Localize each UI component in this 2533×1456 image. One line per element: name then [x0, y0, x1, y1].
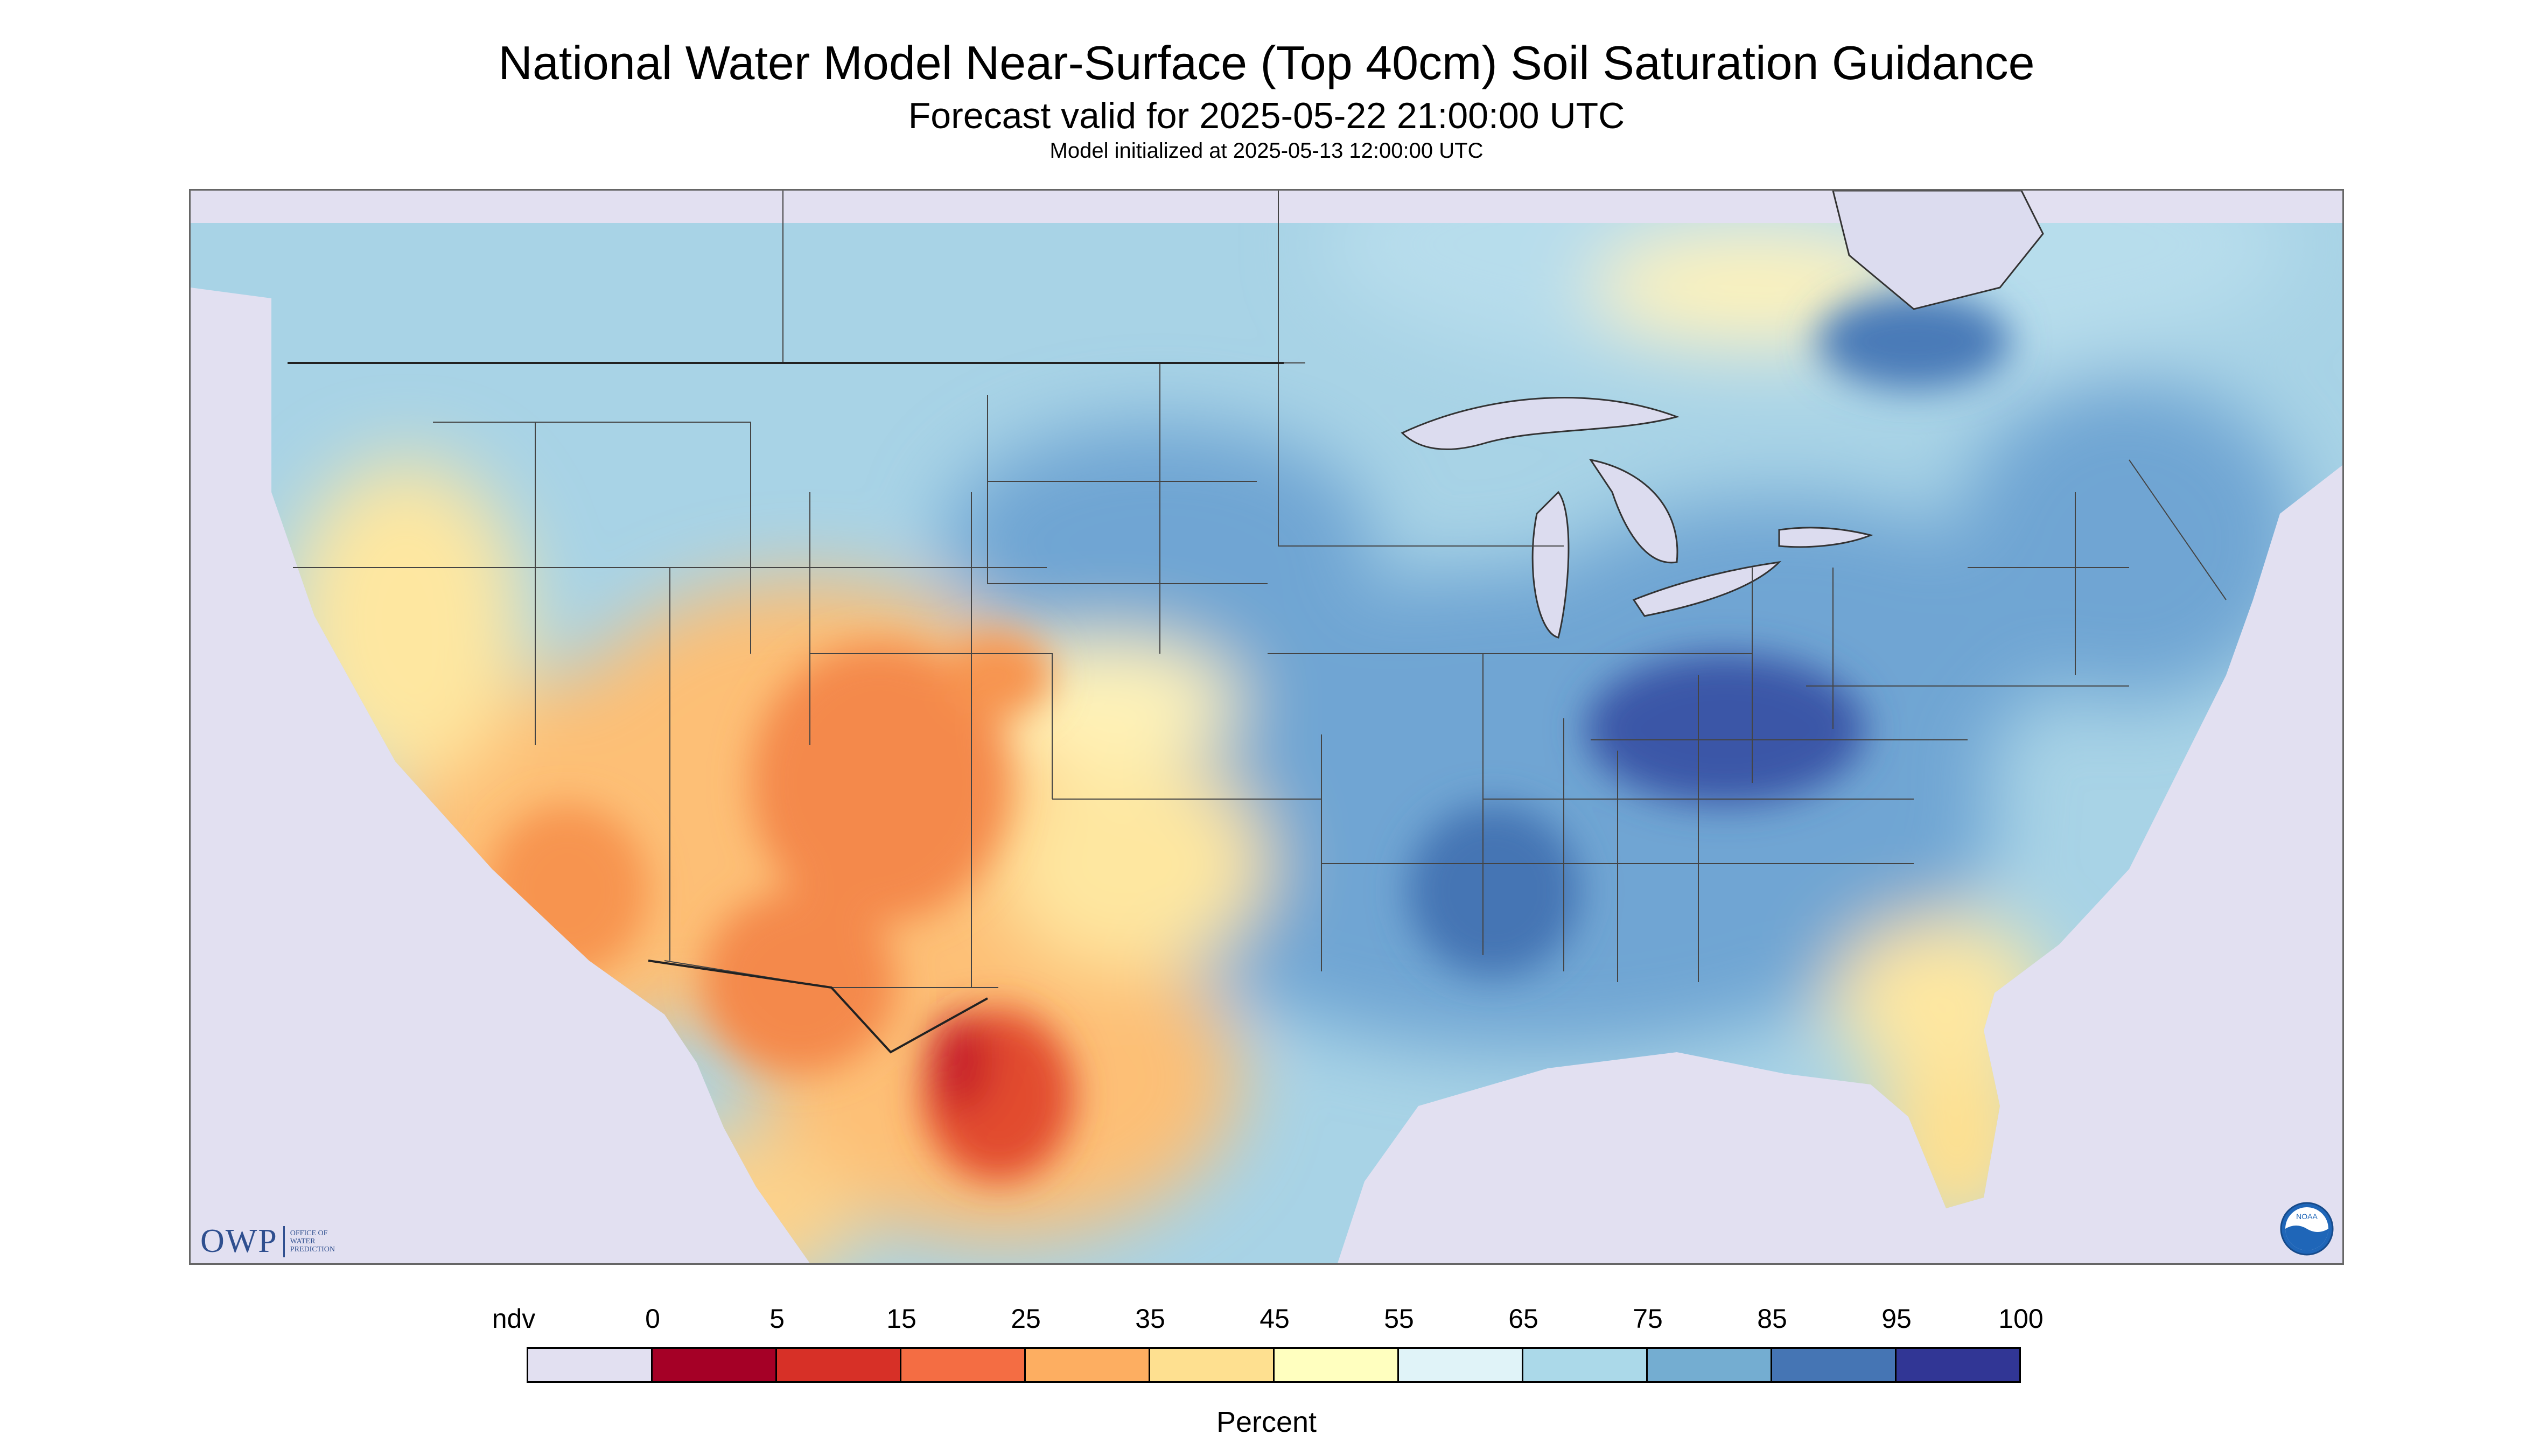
great-lakes — [1401, 191, 2044, 639]
colorbar-tick-label: 15 — [886, 1304, 916, 1334]
map-title: National Water Model Near-Surface (Top 4… — [498, 36, 2035, 89]
colorbar-swatch — [1275, 1349, 1399, 1381]
owp-logo: OWP OFFICE OF WATER PREDICTION — [200, 1223, 335, 1259]
owp-logo-text: OWP — [200, 1223, 278, 1259]
model-init-subtitle: Model initialized at 2025-05-13 12:00:00… — [1049, 139, 1484, 163]
colorbar-tick-label: 35 — [1135, 1304, 1165, 1334]
forecast-valid-subtitle: Forecast valid for 2025-05-22 21:00:00 U… — [908, 95, 1625, 136]
colorbar-swatch — [1026, 1349, 1150, 1381]
country-borders — [288, 362, 1284, 1054]
colorbar-swatch — [1523, 1349, 1648, 1381]
colorbar-tick-label: 65 — [1508, 1304, 1538, 1334]
colorbar-swatch — [1648, 1349, 1772, 1381]
colorbar-swatch — [653, 1349, 777, 1381]
colorbar-tick-label: 0 — [645, 1304, 660, 1334]
colorbar-swatch — [777, 1349, 901, 1381]
colorbar-unit-label: Percent — [1216, 1406, 1317, 1438]
colorbar-tick-label: 75 — [1633, 1304, 1663, 1334]
colorbar-swatch — [528, 1349, 653, 1381]
colorbar-swatch — [1897, 1349, 2019, 1381]
colorbar-tick-label: 100 — [1998, 1304, 2044, 1334]
colorbar-swatch — [1150, 1349, 1275, 1381]
soil-saturation-map — [189, 189, 2344, 1265]
colorbar-swatch — [901, 1349, 1026, 1381]
colorbar-swatch — [1772, 1349, 1897, 1381]
colorbar-tick-label: 55 — [1384, 1304, 1414, 1334]
colorbar-tick-label: 45 — [1259, 1304, 1290, 1334]
colorbar-tick-label: 5 — [769, 1304, 785, 1334]
svg-text:NOAA: NOAA — [2296, 1212, 2318, 1221]
colorbar-tick-label: 25 — [1011, 1304, 1041, 1334]
colorbar — [527, 1347, 2021, 1383]
noaa-logo: NOAA — [2280, 1202, 2334, 1258]
colorbar-tick-label: 95 — [1881, 1304, 1912, 1334]
map-graphic — [191, 191, 2342, 1263]
colorbar-tick-label: 85 — [1757, 1304, 1787, 1334]
colorbar-tick-label: ndv — [492, 1304, 536, 1334]
colorbar-swatch — [1399, 1349, 1523, 1381]
